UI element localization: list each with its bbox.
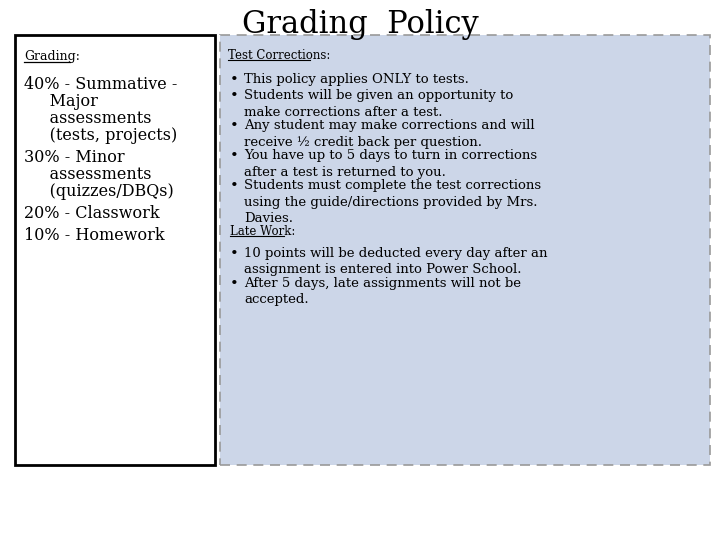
Text: 20% - Classwork: 20% - Classwork — [24, 205, 160, 222]
Text: •: • — [230, 73, 239, 87]
Text: Major: Major — [24, 93, 98, 110]
Text: You have up to 5 days to turn in corrections
after a test is returned to you.: You have up to 5 days to turn in correct… — [244, 150, 537, 179]
Text: •: • — [230, 119, 239, 133]
FancyBboxPatch shape — [15, 35, 215, 465]
Text: Late Work:: Late Work: — [230, 225, 295, 238]
Text: •: • — [230, 277, 239, 291]
Text: •: • — [230, 247, 239, 261]
Text: Grading  Policy: Grading Policy — [242, 10, 478, 40]
Text: assessments: assessments — [24, 166, 151, 183]
Text: 30% - Minor: 30% - Minor — [24, 149, 125, 166]
Text: •: • — [230, 90, 239, 104]
Text: This policy applies ONLY to tests.: This policy applies ONLY to tests. — [244, 73, 469, 86]
Text: Students will be given an opportunity to
make corrections after a test.: Students will be given an opportunity to… — [244, 90, 513, 119]
Text: (tests, projects): (tests, projects) — [24, 127, 177, 144]
Text: •: • — [230, 179, 239, 193]
Text: Grading:: Grading: — [24, 50, 80, 63]
Text: 10% - Homework: 10% - Homework — [24, 227, 165, 244]
Text: assessments: assessments — [24, 110, 151, 127]
Text: After 5 days, late assignments will not be
accepted.: After 5 days, late assignments will not … — [244, 277, 521, 307]
Text: (quizzes/DBQs): (quizzes/DBQs) — [24, 183, 174, 200]
Text: Any student may make corrections and will
receive ½ credit back per question.: Any student may make corrections and wil… — [244, 119, 535, 149]
FancyBboxPatch shape — [220, 35, 710, 465]
Text: •: • — [230, 150, 239, 164]
Text: Test Corrections:: Test Corrections: — [228, 49, 330, 62]
Text: 40% - Summative -: 40% - Summative - — [24, 76, 177, 93]
Text: Students must complete the test corrections
using the guide/directions provided : Students must complete the test correcti… — [244, 179, 541, 226]
Text: 10 points will be deducted every day after an
assignment is entered into Power S: 10 points will be deducted every day aft… — [244, 247, 547, 276]
